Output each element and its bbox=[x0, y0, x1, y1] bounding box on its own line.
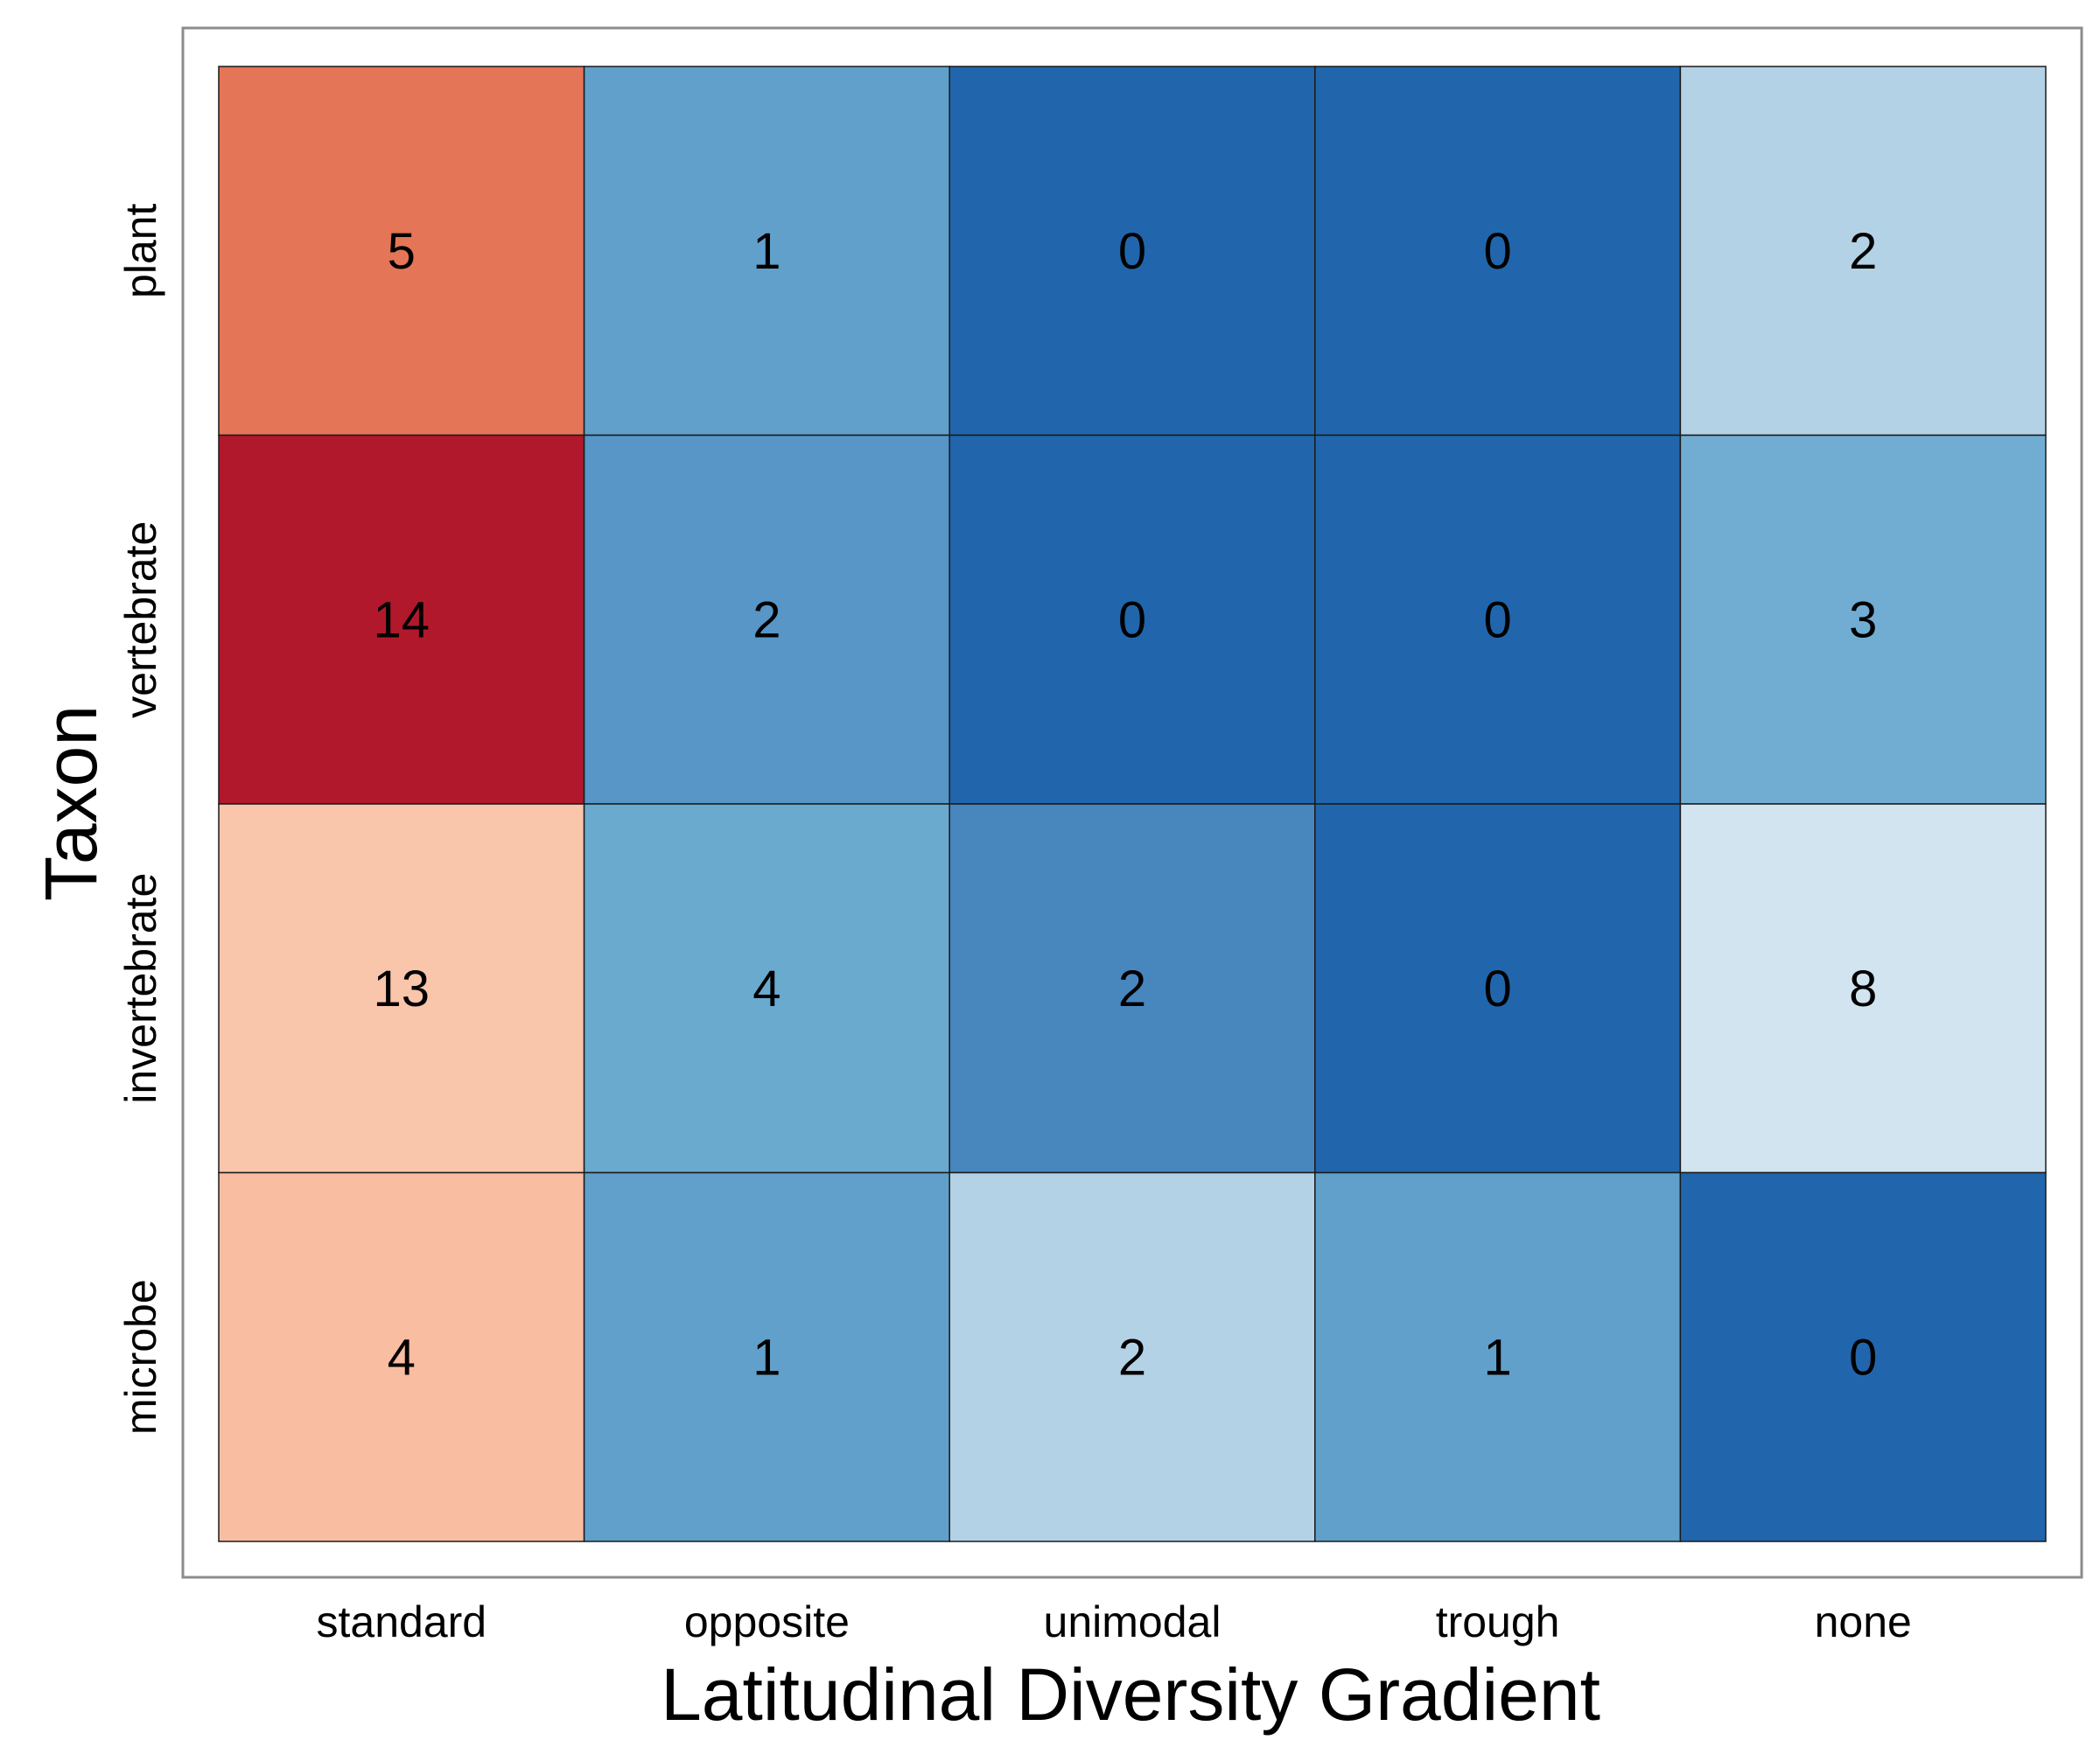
cell-value-invertebrate-opposite: 4 bbox=[752, 961, 780, 1017]
y-tick-labels: plant vertebrate invertebrate microbe bbox=[116, 203, 165, 1435]
heatmap-cell-plant-standard bbox=[218, 66, 585, 437]
panel-border bbox=[181, 26, 2083, 1579]
x-tick-standard: standard bbox=[317, 1597, 487, 1646]
cell-value-labels: 5 1 0 0 2 14 2 0 0 3 13 4 2 0 8 4 1 2 1 0 bbox=[374, 223, 1878, 1387]
cell-value-plant-opposite: 1 bbox=[752, 223, 780, 280]
heatmap-cell-vertebrate-trough bbox=[1314, 434, 1682, 805]
heatmap-cell-microbe-none bbox=[1679, 1171, 2047, 1542]
heatmap-cell-invertebrate-trough bbox=[1314, 803, 1682, 1174]
x-tick-trough: trough bbox=[1436, 1597, 1560, 1646]
x-axis-title: Latitudinal Diversity Gradient bbox=[661, 1653, 1600, 1736]
heatmap-cell-plant-trough bbox=[1314, 66, 1682, 437]
cell-value-microbe-standard: 4 bbox=[388, 1329, 416, 1386]
heatmap-cell-invertebrate-none bbox=[1679, 803, 2047, 1174]
heatmap-cell-vertebrate-opposite bbox=[583, 434, 950, 805]
cell-value-microbe-trough: 1 bbox=[1483, 1329, 1511, 1386]
heatmap-cell-plant-unimodal bbox=[948, 66, 1316, 437]
y-tick-plant: plant bbox=[116, 203, 165, 298]
heatmap-cell-invertebrate-unimodal bbox=[948, 803, 1316, 1174]
cell-value-microbe-none: 0 bbox=[1849, 1329, 1877, 1386]
cell-value-invertebrate-standard: 13 bbox=[374, 961, 430, 1017]
heatmap-cell-invertebrate-opposite bbox=[583, 803, 950, 1174]
heatmap-cell-plant-opposite bbox=[583, 66, 950, 437]
cell-value-microbe-opposite: 1 bbox=[752, 1329, 780, 1386]
cell-value-vertebrate-none: 3 bbox=[1849, 591, 1877, 648]
heatmap-cell-vertebrate-standard bbox=[218, 434, 585, 805]
y-tick-invertebrate: invertebrate bbox=[116, 873, 165, 1104]
cell-value-plant-unimodal: 0 bbox=[1118, 223, 1146, 280]
cell-value-plant-trough: 0 bbox=[1483, 223, 1511, 280]
cell-value-invertebrate-none: 8 bbox=[1849, 961, 1877, 1017]
cell-value-vertebrate-unimodal: 0 bbox=[1118, 591, 1146, 648]
heatmap-cell-microbe-standard bbox=[218, 1171, 585, 1542]
cell-value-plant-none: 2 bbox=[1849, 223, 1877, 280]
y-tick-vertebrate: vertebrate bbox=[116, 521, 165, 718]
cell-value-vertebrate-trough: 0 bbox=[1483, 591, 1511, 648]
heatmap-cell-microbe-trough bbox=[1314, 1171, 1682, 1542]
heatmap-cell-vertebrate-none bbox=[1679, 434, 2047, 805]
heatmap-cell-microbe-opposite bbox=[583, 1171, 950, 1542]
cell-value-invertebrate-unimodal: 2 bbox=[1118, 961, 1146, 1017]
x-tick-opposite: opposite bbox=[684, 1597, 850, 1646]
heatmap-cell-vertebrate-unimodal bbox=[948, 434, 1316, 805]
x-tick-none: none bbox=[1815, 1597, 1912, 1646]
cell-value-microbe-unimodal: 2 bbox=[1118, 1329, 1146, 1386]
heatmap-cells bbox=[218, 66, 2047, 1542]
heatmap-cell-microbe-unimodal bbox=[948, 1171, 1316, 1542]
y-tick-microbe: microbe bbox=[116, 1279, 165, 1435]
x-tick-labels: standard opposite unimodal trough none bbox=[317, 1597, 1912, 1646]
cell-value-invertebrate-trough: 0 bbox=[1483, 961, 1511, 1017]
y-axis-title: Taxon bbox=[30, 705, 112, 901]
x-tick-unimodal: unimodal bbox=[1044, 1597, 1222, 1646]
cell-value-vertebrate-opposite: 2 bbox=[752, 591, 780, 648]
heatmap-cell-invertebrate-standard bbox=[218, 803, 585, 1174]
cell-value-vertebrate-standard: 14 bbox=[374, 591, 430, 648]
cell-value-plant-standard: 5 bbox=[388, 223, 416, 280]
